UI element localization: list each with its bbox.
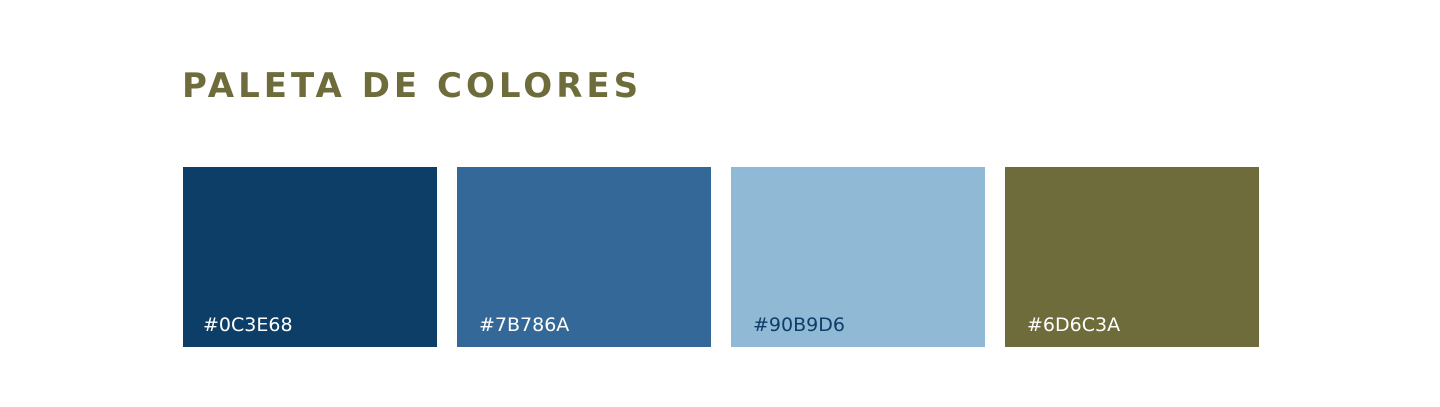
color-palette: #0C3E68 #7B786A #90B9D6 #6D6C3A [183, 167, 1259, 347]
swatch-hex-label: #90B9D6 [753, 314, 845, 336]
swatch-hex-label: #0C3E68 [203, 314, 293, 336]
color-swatch-3: #90B9D6 [731, 167, 985, 347]
color-swatch-4: #6D6C3A [1005, 167, 1259, 347]
swatch-hex-label: #6D6C3A [1027, 314, 1121, 336]
color-swatch-1: #0C3E68 [183, 167, 437, 347]
swatch-hex-label: #7B786A [479, 314, 570, 336]
page-title: PALETA DE COLORES [182, 66, 643, 106]
color-swatch-2: #7B786A [457, 167, 711, 347]
